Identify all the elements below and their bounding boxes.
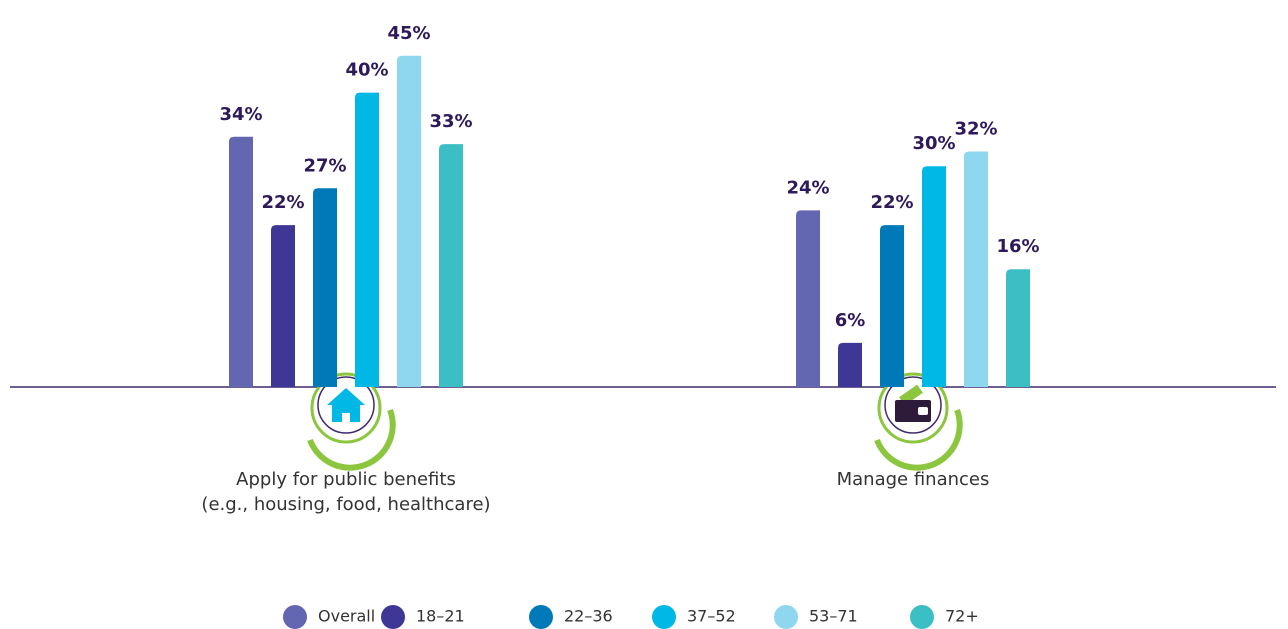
value-label: 45% — [387, 23, 430, 44]
legend-label: 53–71 — [809, 607, 858, 626]
icon-house — [307, 372, 396, 471]
legend-label: 72+ — [945, 607, 979, 626]
bar — [1006, 269, 1030, 387]
bar — [355, 92, 379, 387]
value-label: 40% — [345, 60, 388, 81]
bar — [922, 166, 946, 387]
icon-wallet — [874, 372, 963, 471]
value-label: 30% — [912, 133, 955, 154]
value-label: 22% — [870, 192, 913, 213]
value-label: 27% — [303, 155, 346, 176]
legend-swatch — [652, 605, 676, 629]
category-label: Manage finances — [836, 469, 990, 490]
legend-swatch — [283, 605, 307, 629]
bar — [964, 151, 988, 387]
bar — [271, 225, 295, 387]
bar — [397, 55, 421, 388]
value-label: 22% — [261, 192, 304, 213]
bar — [838, 342, 862, 387]
bar — [796, 210, 820, 387]
bar — [439, 144, 463, 387]
bar — [229, 136, 253, 387]
value-label: 32% — [954, 118, 997, 139]
category-label: Apply for public benefits (e.g., housing… — [201, 469, 491, 515]
legend-swatch — [381, 605, 405, 629]
value-label: 6% — [835, 310, 866, 331]
value-label: 34% — [219, 104, 262, 125]
legend-swatch — [529, 605, 553, 629]
legend-label: 22–36 — [564, 607, 613, 626]
value-label: 16% — [996, 236, 1039, 257]
bar — [880, 225, 904, 387]
legend-label: 37–52 — [687, 607, 736, 626]
legend-label: 18–21 — [416, 607, 465, 626]
legend-label: Overall — [318, 607, 375, 626]
value-label: 24% — [786, 177, 829, 198]
bar — [313, 188, 337, 387]
legend-swatch — [910, 605, 934, 629]
legend-swatch — [774, 605, 798, 629]
value-label: 33% — [429, 111, 472, 132]
